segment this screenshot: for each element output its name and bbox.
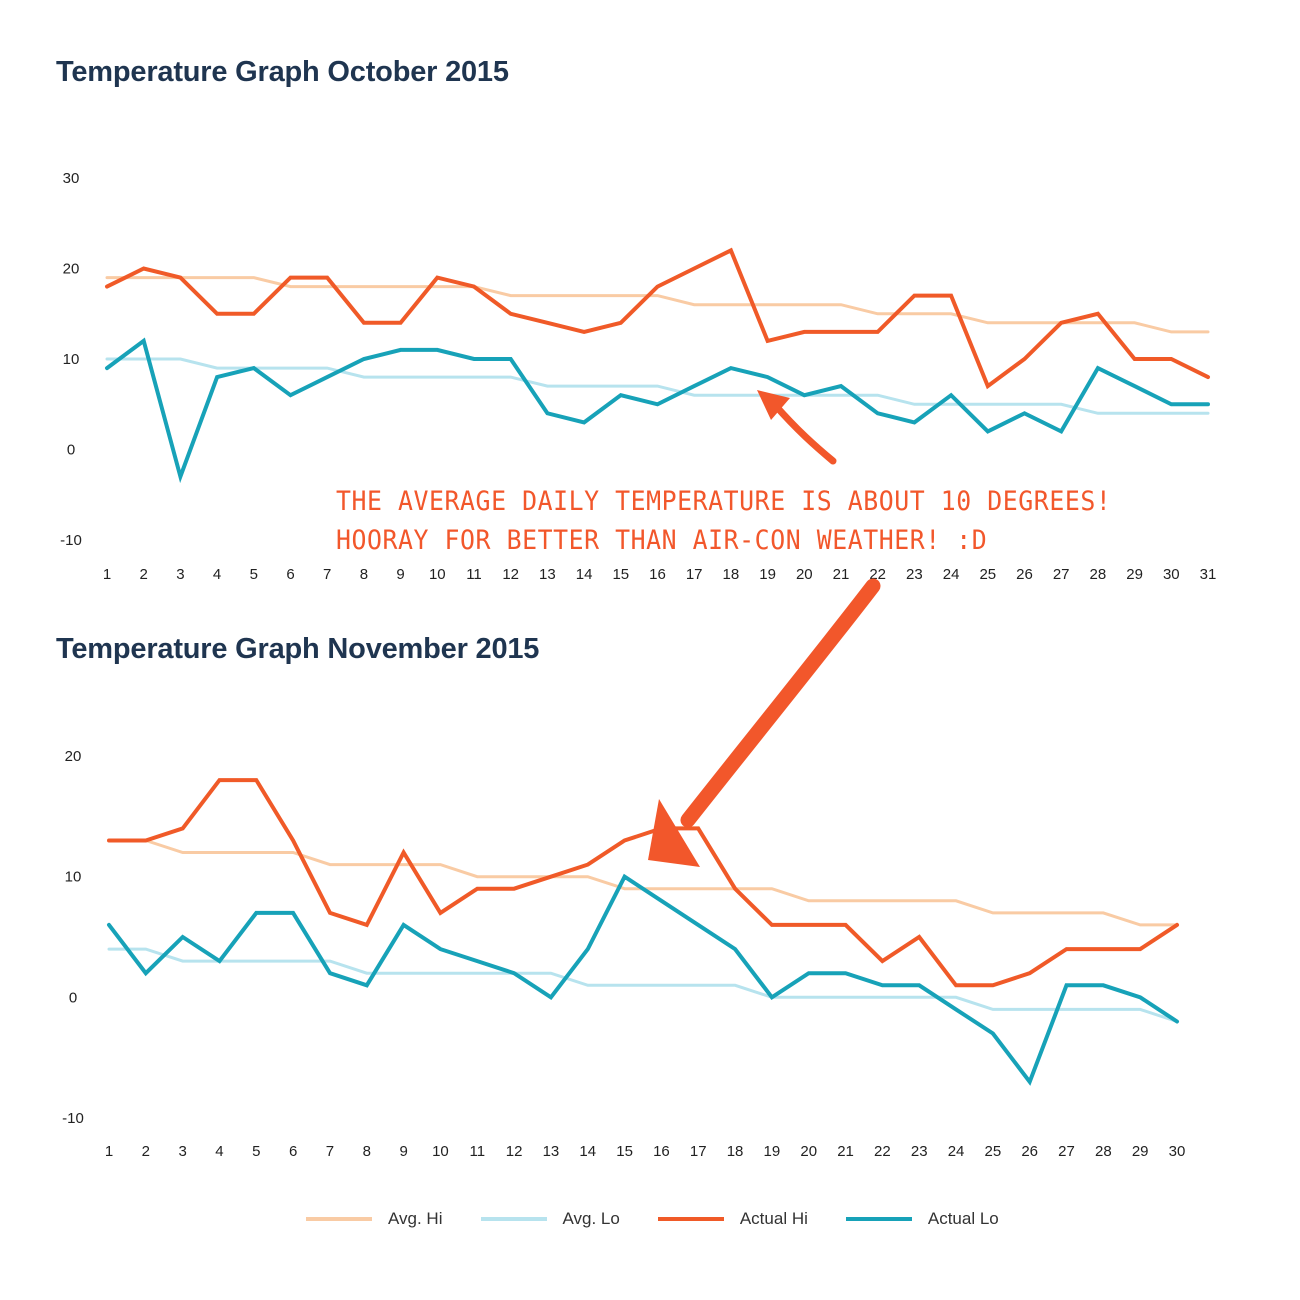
- november-line-actual-hi: [107, 778, 1179, 988]
- october-x-tick-label: 30: [1163, 566, 1180, 583]
- legend-swatch-actual-lo: [845, 1217, 912, 1221]
- october-x-tick-label: 29: [1126, 566, 1143, 583]
- october-x-tick-label: 14: [576, 566, 593, 583]
- october-x-tick-label: 12: [502, 566, 519, 583]
- october-x-tick-label: 16: [649, 566, 666, 583]
- november-x-tick-label: 11: [469, 1143, 485, 1160]
- legend-label-avg-hi: Avg. Hi: [388, 1209, 443, 1228]
- november-line-avg-lo: [107, 947, 1179, 1023]
- november-x-tick-label: 1: [105, 1143, 113, 1160]
- annotation-text: THE AVERAGE DAILY TEMPERATURE IS ABOUT 1…: [336, 482, 1111, 560]
- october-x-tick-label: 1: [103, 566, 111, 583]
- legend-swatch-avg-lo: [480, 1217, 547, 1221]
- october-x-tick-label: 4: [213, 566, 221, 583]
- october-x-tick-label: 5: [250, 566, 258, 583]
- october-y-tick-label: 20: [63, 261, 80, 278]
- october-x-tick-label: 19: [759, 566, 776, 583]
- november-x-tick-label: 21: [837, 1143, 854, 1160]
- october-x-tick-label: 10: [429, 566, 446, 583]
- november-x-tick-label: 13: [543, 1143, 560, 1160]
- november-x-tick-label: 17: [690, 1143, 707, 1160]
- october-x-tick-label: 11: [466, 566, 482, 583]
- annotation-line-1: THE AVERAGE DAILY TEMPERATURE IS ABOUT 1…: [336, 486, 1112, 517]
- november-x-tick-label: 10: [432, 1143, 449, 1160]
- november-y-tick-label: 10: [65, 869, 82, 886]
- october-y-tick-label: 30: [63, 170, 80, 187]
- november-x-tick-label: 18: [727, 1143, 744, 1160]
- legend: Avg. Hi Avg. Lo Actual Hi Actual Lo: [306, 1209, 1037, 1229]
- legend-swatch-avg-hi: [306, 1217, 372, 1221]
- legend-item-avg-lo: Avg. Lo: [480, 1209, 620, 1229]
- november-x-tick-label: 23: [911, 1143, 928, 1160]
- november-x-tick-label: 9: [399, 1143, 407, 1160]
- november-y-tick-label: 0: [69, 989, 77, 1006]
- november-x-tick-label: 2: [142, 1143, 150, 1160]
- legend-item-avg-hi: Avg. Hi: [306, 1209, 443, 1229]
- october-line-avg-hi: [105, 276, 1210, 334]
- legend-item-actual-hi: Actual Hi: [657, 1209, 808, 1229]
- october-x-tick-label: 13: [539, 566, 556, 583]
- november-x-tick-label: 5: [252, 1143, 260, 1160]
- legend-label-actual-hi: Actual Hi: [739, 1209, 808, 1228]
- november-x-tick-label: 29: [1132, 1143, 1149, 1160]
- november-chart-title: Temperature Graph November 2015: [56, 633, 540, 665]
- october-x-tick-label: 8: [360, 566, 368, 583]
- november-x-tick-label: 8: [363, 1143, 371, 1160]
- october-x-tick-label: 6: [286, 566, 294, 583]
- october-x-tick-label: 22: [869, 566, 886, 583]
- october-x-tick-label: 7: [323, 566, 331, 583]
- october-x-tick-label: 18: [723, 566, 740, 583]
- october-line-actual-lo: [105, 337, 1210, 484]
- october-x-tick-label: 27: [1053, 566, 1070, 583]
- november-x-tick-label: 16: [653, 1143, 670, 1160]
- october-x-tick-label: 15: [612, 566, 629, 583]
- november-x-tick-label: 6: [289, 1143, 297, 1160]
- november-x-tick-label: 3: [178, 1143, 186, 1160]
- october-y-tick-label: -10: [60, 532, 82, 549]
- november-y-tick-label: -10: [62, 1110, 84, 1127]
- november-x-tick-label: 14: [579, 1143, 596, 1160]
- november-x-tick-label: 30: [1169, 1143, 1186, 1160]
- november-x-tick-label: 19: [764, 1143, 781, 1160]
- october-x-tick-label: 9: [396, 566, 404, 583]
- october-chart-title: Temperature Graph October 2015: [56, 56, 509, 88]
- legend-label-actual-lo: Actual Lo: [927, 1209, 999, 1228]
- november-y-tick-label: 20: [65, 748, 82, 765]
- october-x-tick-label: 28: [1090, 566, 1107, 583]
- november-x-tick-label: 22: [874, 1143, 891, 1160]
- november-x-tick-label: 4: [215, 1143, 223, 1160]
- november-x-tick-label: 7: [326, 1143, 334, 1160]
- october-x-tick-label: 21: [833, 566, 850, 583]
- november-x-tick-label: 27: [1058, 1143, 1075, 1160]
- october-x-tick-label: 23: [906, 566, 923, 583]
- legend-swatch-actual-hi: [657, 1217, 724, 1221]
- november-x-tick-label: 26: [1021, 1143, 1038, 1160]
- november-x-tick-label: 15: [616, 1143, 633, 1160]
- november-x-tick-label: 24: [948, 1143, 965, 1160]
- october-x-tick-label: 26: [1016, 566, 1033, 583]
- legend-label-avg-lo: Avg. Lo: [562, 1209, 620, 1228]
- october-x-tick-label: 31: [1200, 566, 1217, 583]
- november-line-actual-lo: [107, 873, 1179, 1086]
- october-x-tick-label: 3: [176, 566, 184, 583]
- october-x-tick-label: 20: [796, 566, 813, 583]
- november-x-tick-label: 25: [985, 1143, 1002, 1160]
- november-x-tick-label: 12: [506, 1143, 523, 1160]
- october-y-tick-label: 10: [63, 351, 80, 368]
- october-y-tick-label: 0: [67, 442, 75, 459]
- october-x-tick-label: 24: [943, 566, 960, 583]
- november-x-tick-label: 28: [1095, 1143, 1112, 1160]
- november-x-tick-label: 20: [800, 1143, 817, 1160]
- october-x-tick-label: 25: [979, 566, 996, 583]
- october-x-tick-label: 17: [686, 566, 703, 583]
- october-line-actual-hi: [105, 247, 1210, 390]
- october-line-avg-lo: [105, 357, 1210, 415]
- october-x-tick-label: 2: [140, 566, 148, 583]
- annotation-line-2: HOORAY FOR BETTER THAN AIR-CON WEATHER! …: [336, 525, 988, 556]
- legend-item-actual-lo: Actual Lo: [845, 1209, 999, 1229]
